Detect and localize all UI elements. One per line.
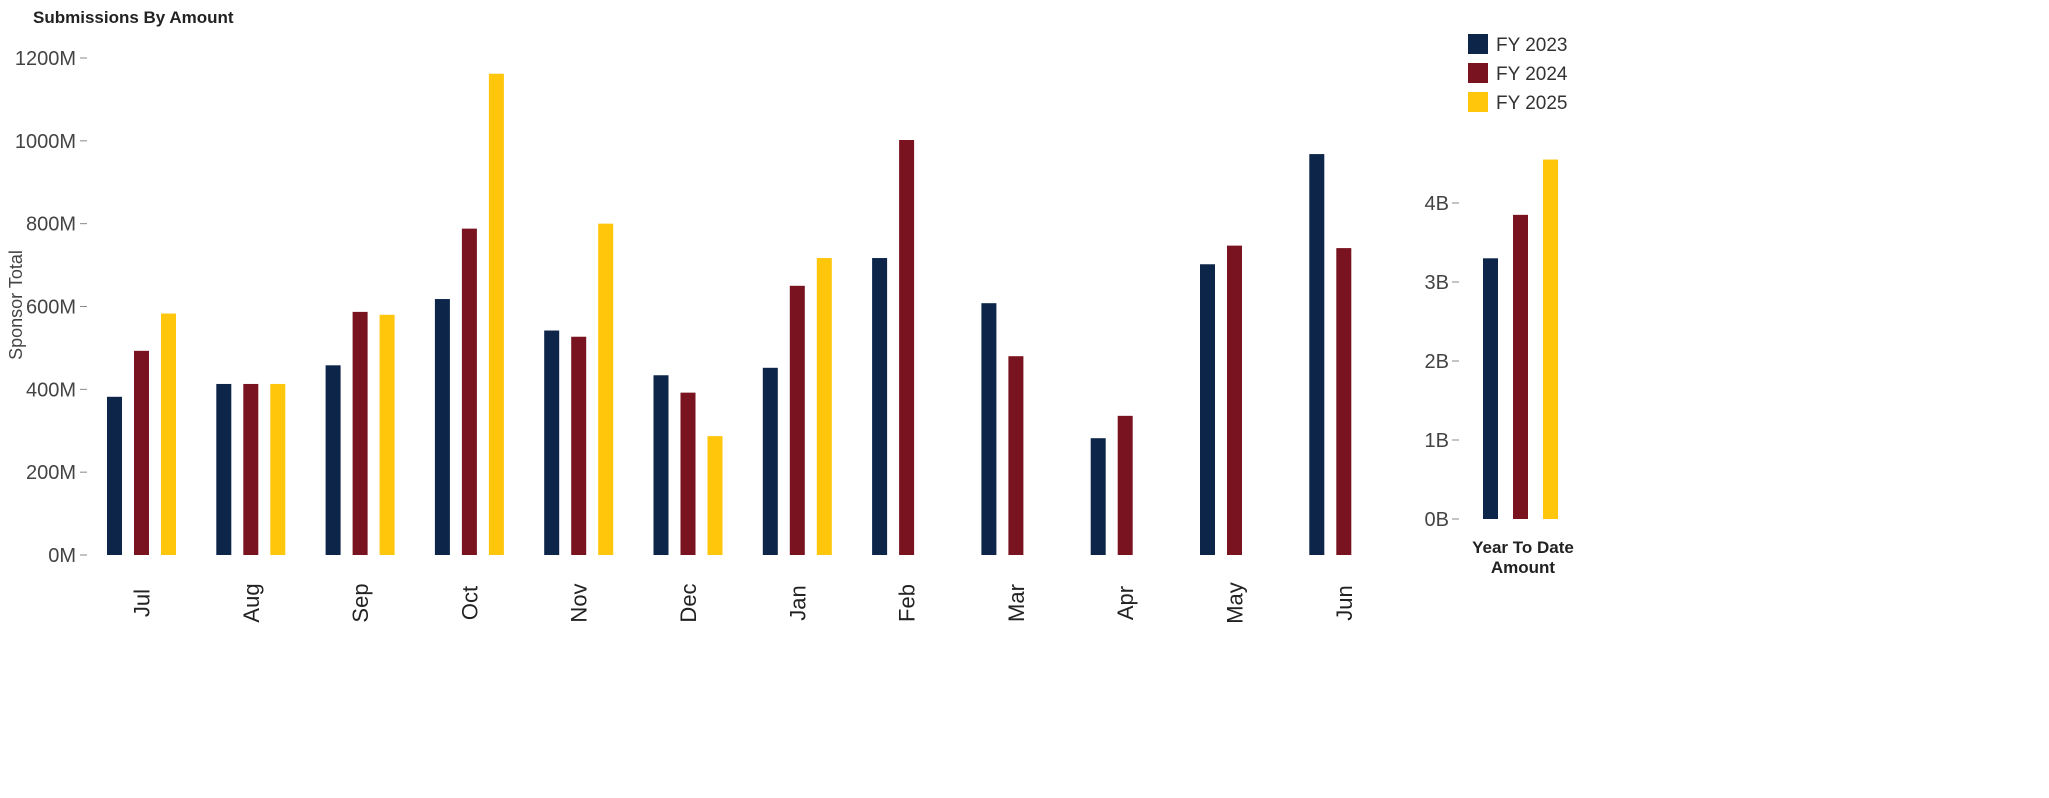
bar-sep-fy-2023 [325,365,341,555]
bar-dec-fy-2025 [707,436,723,555]
bar-may-fy-2024 [1227,245,1242,555]
x-category-label: Apr [1113,586,1138,620]
x-category-label: May [1223,582,1248,624]
y-tick-label: 1200M [15,48,76,70]
ytd-bar-fy-2023 [1483,258,1498,519]
bar-apr-fy-2024 [1117,415,1133,555]
y-tick-label: 400M [26,379,76,401]
bar-oct-fy-2023 [434,299,450,555]
ytd-axis-title-line2: Amount [1491,558,1556,577]
x-category-label: Nov [567,583,592,622]
y-tick-label: 200M [26,462,76,484]
bar-jan-fy-2024 [789,285,805,555]
x-category-label: Dec [676,583,701,622]
bar-apr-fy-2023 [1090,438,1106,555]
bar-jun-fy-2023 [1309,154,1325,555]
bar-nov-fy-2024 [571,336,587,555]
bar-sep-fy-2025 [379,314,395,555]
ytd-tick-label: 3B [1425,272,1449,294]
bar-nov-fy-2023 [544,330,560,555]
x-category-label: Oct [457,586,482,620]
y-tick-label: 0M [48,545,76,567]
bar-mar-fy-2023 [981,303,997,555]
bar-oct-fy-2024 [461,228,477,556]
bar-nov-fy-2025 [598,223,614,555]
bar-jul-fy-2024 [134,350,149,555]
y-tick-label: 1000M [15,131,76,153]
bar-oct-fy-2025 [488,73,504,555]
ytd-axis-title-line1: Year To Date [1472,538,1574,557]
bar-jan-fy-2023 [762,367,778,555]
bar-feb-fy-2023 [872,258,888,555]
x-category-label: Jan [785,585,810,620]
main-bar-chart: 0M 200M 400M 600M 800M 1000M 1200M Jul Aug Sep Oc… [6,48,1357,624]
ytd-tick-label: 4B [1425,193,1449,215]
chart-title: Submissions By Amount [33,8,234,27]
y-axis-title: Sponsor Total [6,250,26,360]
bar-jun-fy-2024 [1336,248,1352,556]
bar-dec-fy-2024 [680,392,696,555]
x-category-label: Aug [239,583,264,622]
x-category-label: Feb [895,584,920,622]
ytd-tick-label: 2B [1425,351,1449,373]
bar-mar-fy-2024 [1008,356,1024,555]
bar-feb-fy-2024 [899,140,915,555]
bar-may-fy-2023 [1200,264,1215,555]
bar-jan-fy-2025 [816,258,832,555]
bar-jul-fy-2025 [161,313,176,555]
ytd-tick-label: 0B [1425,509,1449,531]
bar-sep-fy-2024 [352,311,368,555]
x-category-label: Mar [1004,584,1029,622]
x-category-label: Sep [348,583,373,622]
x-category-label: Jun [1332,585,1357,620]
ytd-bar-fy-2025 [1543,159,1558,520]
bar-aug-fy-2024 [243,383,259,555]
ytd-bar-fy-2024 [1513,214,1528,519]
y-tick-label: 600M [26,297,76,319]
bar-dec-fy-2023 [653,375,669,555]
bar-jul-fy-2023 [107,396,122,555]
bar-aug-fy-2025 [270,383,286,555]
y-tick-label: 800M [26,214,76,236]
x-category-label: Jul [130,589,155,617]
ytd-tick-label: 1B [1425,430,1449,452]
bar-aug-fy-2023 [216,383,232,555]
